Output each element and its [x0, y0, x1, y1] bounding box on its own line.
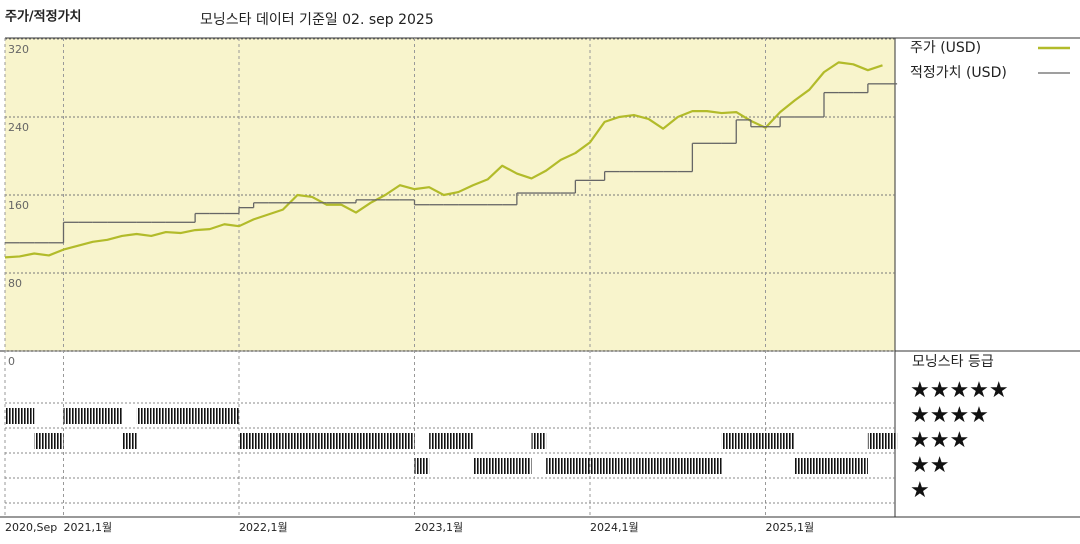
- rating-bar: [107, 408, 122, 424]
- rating-bar: [546, 458, 561, 474]
- rating-bar: [370, 433, 386, 449]
- y-tick-label: 0: [8, 355, 15, 368]
- rating-bar: [326, 433, 342, 449]
- x-tick-label: 2025,1월: [766, 521, 815, 534]
- rating-bar: [385, 433, 400, 449]
- rating-bar: [356, 433, 371, 449]
- rating-bar: [136, 408, 152, 424]
- rating-bar: [48, 433, 64, 449]
- rating-label: ★★★: [910, 428, 969, 453]
- rating-bar: [794, 458, 810, 474]
- rating-bar: [399, 433, 415, 449]
- rating-bar: [34, 433, 49, 449]
- rating-bar: [63, 408, 79, 424]
- rating-bar: [19, 408, 35, 424]
- rating-bar: [619, 458, 634, 474]
- rating-bar: [297, 433, 313, 449]
- rating-bar: [92, 408, 108, 424]
- rating-bar: [458, 433, 473, 449]
- rating-bar: [414, 458, 430, 474]
- rating-bar: [443, 433, 459, 449]
- rating-bar: [882, 433, 898, 449]
- rating-bar: [633, 458, 649, 474]
- rating-bar: [516, 458, 532, 474]
- rating-label: ★★★★: [910, 403, 989, 428]
- rating-bar: [531, 433, 547, 449]
- legend-label: 주가 (USD): [910, 40, 981, 56]
- rating-bar: [648, 458, 664, 474]
- y-tick-label: 320: [8, 43, 29, 56]
- rating-label: ★★: [910, 453, 949, 478]
- rating-bar: [195, 408, 210, 424]
- rating-bar: [268, 433, 283, 449]
- x-tick-label: 2022,1월: [239, 521, 288, 534]
- x-tick-label: 2020,Sep: [5, 521, 57, 534]
- y-tick-label: 240: [8, 121, 29, 134]
- rating-label: ★: [910, 478, 930, 503]
- rating-bar: [838, 458, 854, 474]
- rating-bar: [721, 433, 737, 449]
- rating-bar: [663, 458, 678, 474]
- y-tick-label: 80: [8, 277, 22, 290]
- rating-bar: [604, 458, 620, 474]
- rating-bar: [780, 433, 795, 449]
- chart-subtitle: 모닝스타 데이터 기준일 02. sep 2025: [200, 12, 434, 28]
- rating-bar: [312, 433, 327, 449]
- legend-label: 적정가치 (USD): [910, 65, 1007, 81]
- x-tick-label: 2023,1월: [415, 521, 464, 534]
- rating-bar: [677, 458, 693, 474]
- rating-bar: [867, 433, 883, 449]
- price-line: [4, 61, 883, 259]
- rating-bar: [750, 433, 766, 449]
- rating-bar: [765, 433, 781, 449]
- rating-bar: [502, 458, 517, 474]
- rating-bar: [5, 408, 20, 424]
- rating-bar: [560, 458, 576, 474]
- rating-bar: [707, 458, 722, 474]
- x-tick-label: 2024,1월: [590, 521, 639, 534]
- rating-bar: [692, 458, 707, 474]
- rating-bar: [341, 433, 356, 449]
- rating-bar: [575, 458, 590, 474]
- rating-bar: [824, 458, 839, 474]
- chart-title: 주가/적정가치: [5, 9, 82, 25]
- rating-bar: [239, 433, 254, 449]
- rating-bar: [282, 433, 298, 449]
- rating-bar: [736, 433, 751, 449]
- rating-bar: [853, 458, 868, 474]
- rating-bar: [809, 458, 824, 474]
- rating-bar: [429, 433, 444, 449]
- rating-label: ★★★★★: [910, 378, 1009, 403]
- rating-bar: [180, 408, 196, 424]
- rating-bar: [487, 458, 503, 474]
- rating-bar: [165, 408, 181, 424]
- rating-bar: [78, 408, 93, 424]
- x-tick-label: 2021,1월: [64, 521, 113, 534]
- rating-bar: [253, 433, 269, 449]
- rating-bar: [122, 433, 137, 449]
- y-tick-label: 160: [8, 199, 29, 212]
- rating-title: 모닝스타 등급: [912, 354, 994, 370]
- rating-bar: [590, 458, 605, 474]
- rating-bar: [151, 408, 166, 424]
- rating-bar: [224, 408, 239, 424]
- rating-bar: [209, 408, 225, 424]
- rating-bar: [473, 458, 488, 474]
